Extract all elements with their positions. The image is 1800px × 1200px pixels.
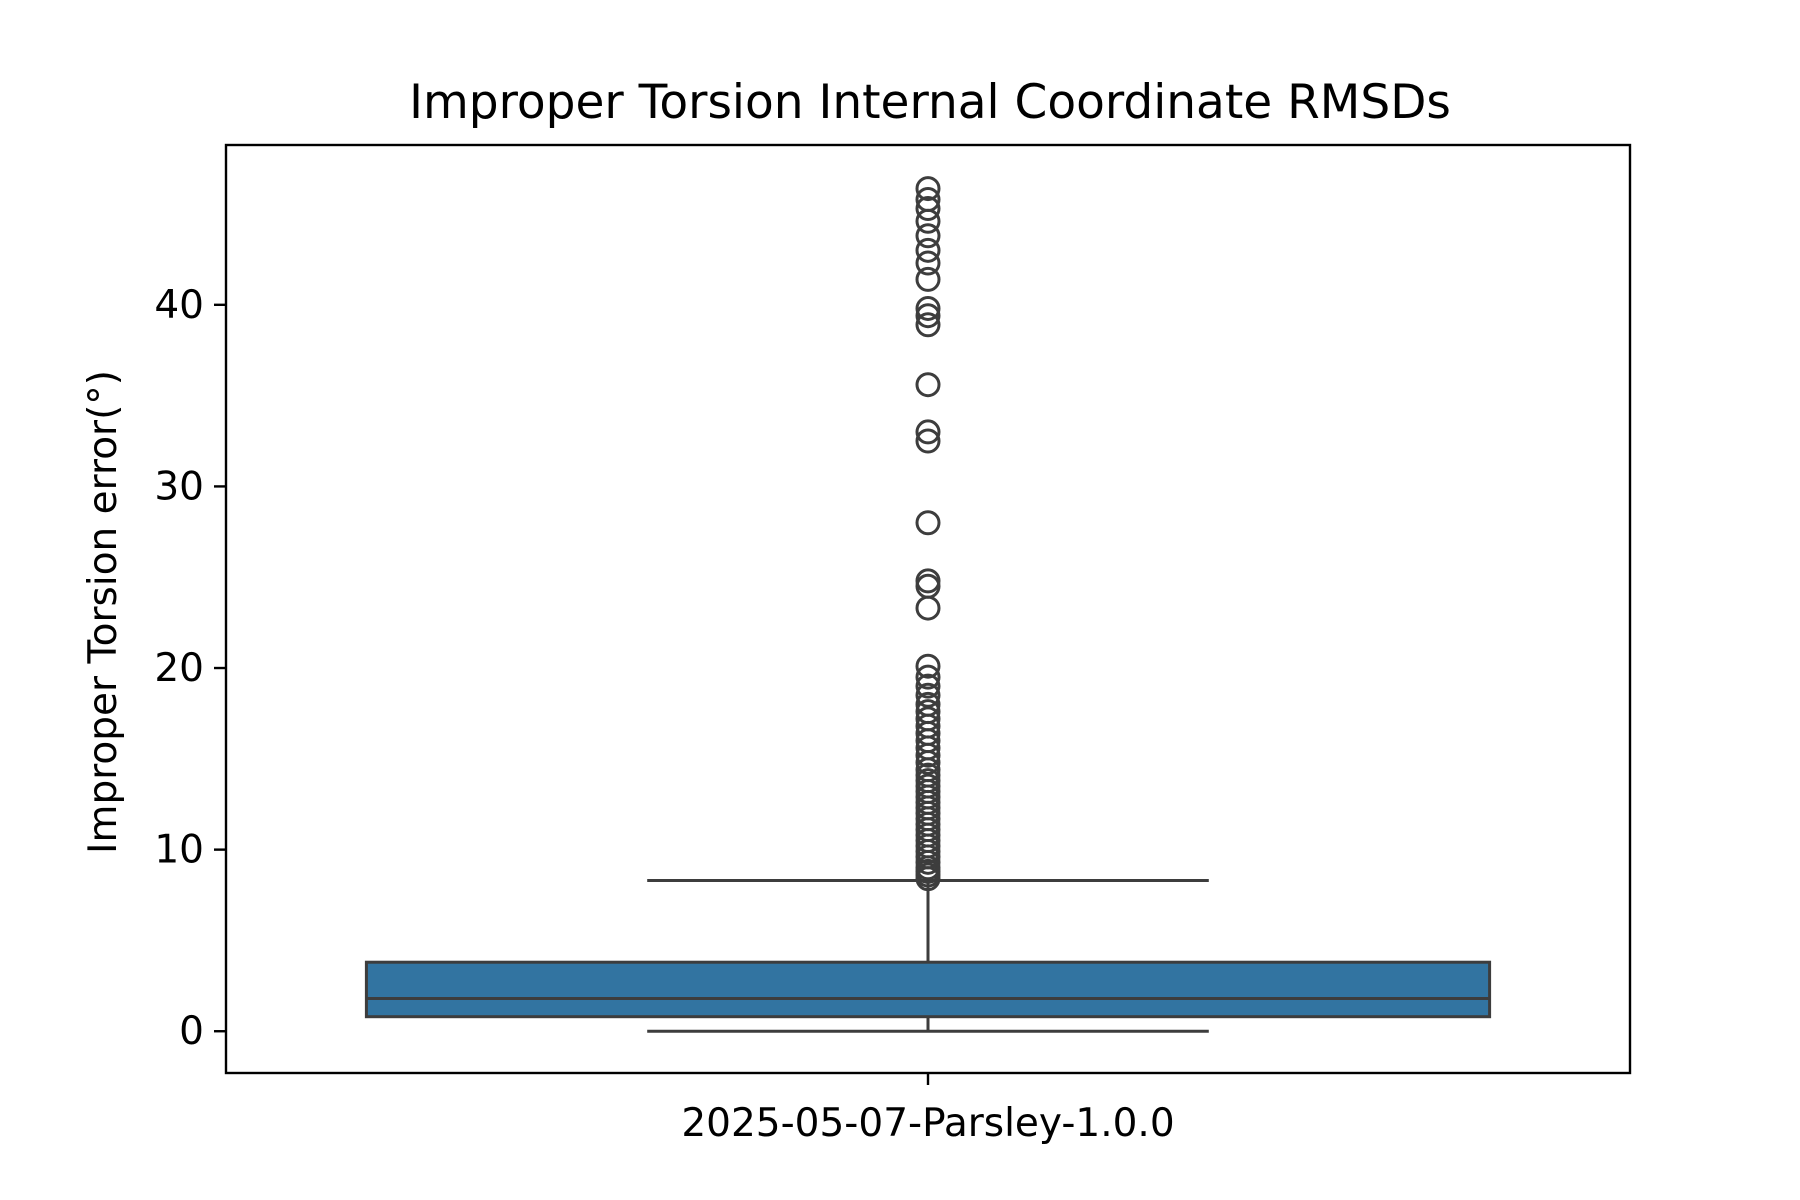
outlier-point — [915, 250, 941, 276]
outlier-point — [915, 510, 941, 536]
outlier-point — [915, 372, 941, 398]
outlier-point — [915, 208, 941, 234]
y-axis-label: Improper Torsion error(°) — [81, 370, 126, 854]
iqr-box — [364, 960, 1492, 1019]
outlier-point — [915, 196, 941, 222]
outlier-point — [915, 186, 941, 212]
plot-area — [364, 176, 1492, 1033]
outlier-point — [915, 295, 941, 321]
outlier-point — [915, 653, 941, 679]
y-tick-label: 30 — [154, 464, 204, 509]
x-tick-label: 2025-05-07-Parsley-1.0.0 — [681, 1101, 1174, 1146]
outlier-point — [915, 706, 941, 732]
chart-title: Improper Torsion Internal Coordinate RMS… — [409, 75, 1451, 130]
outlier-point — [915, 223, 941, 249]
outlier-point — [915, 568, 941, 594]
outlier-point — [915, 176, 941, 202]
outlier-point — [915, 699, 941, 725]
outlier-point — [915, 691, 941, 717]
outlier-point — [915, 673, 941, 699]
y-tick-label: 10 — [154, 828, 204, 873]
outlier-point — [915, 595, 941, 621]
y-tick-label: 20 — [154, 646, 204, 691]
outlier-point — [915, 682, 941, 708]
outlier-point — [915, 428, 941, 454]
outlier-point — [915, 303, 941, 329]
outlier-point — [915, 664, 941, 690]
y-tick-label: 40 — [154, 283, 204, 328]
outlier-point — [915, 312, 941, 338]
outlier-point — [915, 237, 941, 263]
outlier-point — [915, 573, 941, 599]
outlier-point — [915, 419, 941, 445]
outlier-point — [915, 266, 941, 292]
y-tick-label: 0 — [179, 1009, 204, 1054]
